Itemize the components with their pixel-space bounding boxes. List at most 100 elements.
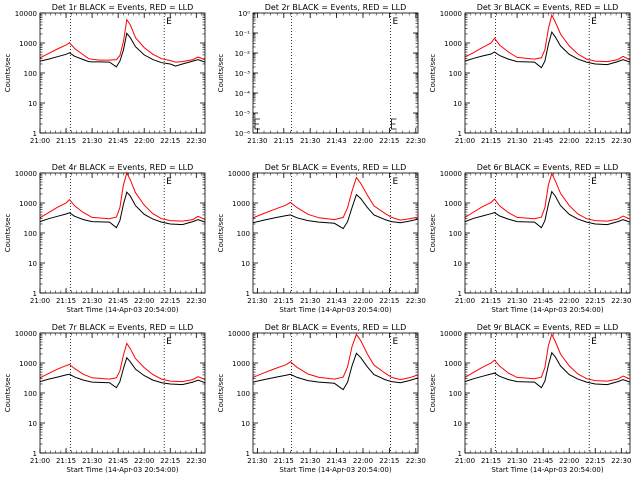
y-tick-label: 10: [241, 420, 250, 428]
x-tick-label: 21:30: [507, 297, 527, 305]
y-tick-label: 1000: [444, 40, 462, 48]
x-tick-label: 21:43: [327, 297, 347, 305]
y-axis-label: Counts/sec: [217, 214, 225, 253]
x-tick-label: 21:00: [30, 457, 50, 465]
y-tick-label: 10: [453, 100, 462, 108]
chart-panel-9: Det 9r BLACK = Events, RED = LLD Counts/s…: [429, 323, 631, 474]
y-tick-label: 100: [24, 390, 37, 398]
x-tick-label: 22:30: [611, 137, 631, 145]
lld-series-line: [252, 333, 419, 381]
x-tick-label: 21:30: [82, 137, 102, 145]
y-tick-label: 10000: [228, 170, 250, 178]
y-tick-label: 100: [237, 390, 250, 398]
x-tick-label: 21:00: [30, 137, 50, 145]
plot-frame: [39, 12, 206, 134]
x-axis-label: Start Time (14-Apr-03 20:54:00): [66, 466, 178, 474]
chart-panel-1: Det 1r BLACK = Events, RED = LLD Counts/s…: [4, 3, 206, 145]
x-tick-label: 22:00: [134, 297, 154, 305]
y-tick-label: 1: [246, 290, 250, 298]
y-tick-label: 10: [28, 420, 37, 428]
x-tick-label: 22:15: [585, 137, 605, 145]
y-tick-label: 1: [33, 290, 37, 298]
x-tick-label: 22:15: [379, 297, 399, 305]
y-axis-label: Counts/sec: [429, 54, 437, 93]
chart-panel-8: Det 8r BLACK = Events, RED = LLD Counts/s…: [217, 323, 426, 474]
x-tick-label: 21:30: [247, 457, 267, 465]
x-tick-label: 22:30: [186, 297, 206, 305]
plot-frame: [252, 172, 419, 294]
y-tick-label: 1: [246, 450, 250, 458]
x-tick-label: 21:45: [108, 297, 128, 305]
chart-title: Det 2r BLACK = Events, RED = LLD: [265, 3, 407, 12]
y-tick-label: 10000: [440, 10, 462, 18]
corner-mark: E: [393, 177, 399, 187]
y-tick-label: 10: [453, 420, 462, 428]
x-tick-label: 22:00: [559, 297, 579, 305]
x-tick-label: 21:15: [481, 297, 501, 305]
chart-panel-7: Det 7r BLACK = Events, RED = LLD Counts/s…: [4, 323, 206, 474]
x-tick-label: 21:15: [481, 457, 501, 465]
events-series-line: [39, 32, 206, 68]
chart-title: Det 3r BLACK = Events, RED = LLD: [477, 3, 619, 12]
x-tick-label: 21:15: [274, 137, 294, 145]
lld-series-line: [464, 333, 631, 382]
x-tick-label: 21:45: [533, 297, 553, 305]
y-tick-label: 1: [33, 130, 37, 138]
y-tick-label: 1: [458, 290, 462, 298]
plot-frame: [39, 172, 206, 294]
y-tick-label: 10⁻⁶: [235, 130, 251, 138]
corner-mark: E: [393, 17, 399, 27]
chart-title: Det 1r BLACK = Events, RED = LLD: [52, 3, 194, 12]
plot-frame: [39, 332, 206, 454]
x-tick-label: 22:15: [379, 137, 399, 145]
plot-frame: [464, 12, 631, 134]
y-tick-label: 10: [453, 260, 462, 268]
x-tick-label: 21:00: [455, 297, 475, 305]
x-tick-label: 22:15: [160, 137, 180, 145]
x-tick-label: 22:00: [353, 297, 373, 305]
plot-frame: [252, 332, 419, 454]
x-tick-label: 21:45: [533, 457, 553, 465]
x-tick-label: 21:30: [247, 297, 267, 305]
y-tick-label: 10: [28, 260, 37, 268]
y-tick-label: 10000: [15, 10, 37, 18]
x-tick-label: 22:15: [160, 297, 180, 305]
lld-series-line: [39, 342, 206, 383]
x-tick-label: 21:00: [30, 297, 50, 305]
x-tick-label: 22:30: [186, 457, 206, 465]
x-tick-label: 21:00: [455, 457, 475, 465]
corner-mark: E: [166, 177, 172, 187]
events-series-line: [39, 191, 206, 229]
events-series-line: [252, 193, 419, 230]
x-axis-label: Start Time (14-Apr-03 20:54:00): [491, 466, 603, 474]
x-tick-label: 21:43: [327, 457, 347, 465]
x-tick-label: 21:30: [300, 457, 320, 465]
corner-mark: E: [166, 17, 172, 27]
x-tick-label: 22:00: [134, 137, 154, 145]
x-tick-label: 22:15: [160, 457, 180, 465]
events-series-line: [464, 351, 631, 389]
plot-frame: [464, 172, 631, 294]
y-tick-label: 1000: [19, 200, 37, 208]
y-axis-label: Counts/sec: [429, 374, 437, 413]
y-axis-label: Counts/sec: [4, 54, 12, 93]
y-axis-label: Counts/sec: [217, 54, 225, 93]
y-tick-label: 100: [449, 390, 462, 398]
y-tick-label: 10⁻⁴: [235, 90, 251, 98]
y-tick-label: 1000: [232, 200, 250, 208]
chart-title: Det 8r BLACK = Events, RED = LLD: [265, 323, 407, 332]
chart-title: Det 9r BLACK = Events, RED = LLD: [477, 323, 619, 332]
y-tick-label: 10000: [228, 330, 250, 338]
y-tick-label: 10000: [440, 170, 462, 178]
y-tick-label: 1000: [444, 200, 462, 208]
lld-series-line: [39, 171, 206, 222]
x-tick-label: 21:15: [56, 297, 76, 305]
x-tick-label: 21:00: [455, 137, 475, 145]
y-axis-label: Counts/sec: [4, 374, 12, 413]
x-tick-label: 21:15: [481, 137, 501, 145]
x-axis-label: Start Time (14-Apr-03 20:54:00): [491, 306, 603, 314]
y-tick-label: 1: [33, 450, 37, 458]
x-tick-label: 21:15: [56, 457, 76, 465]
x-tick-label: 22:15: [379, 457, 399, 465]
y-tick-label: 100: [449, 230, 462, 238]
